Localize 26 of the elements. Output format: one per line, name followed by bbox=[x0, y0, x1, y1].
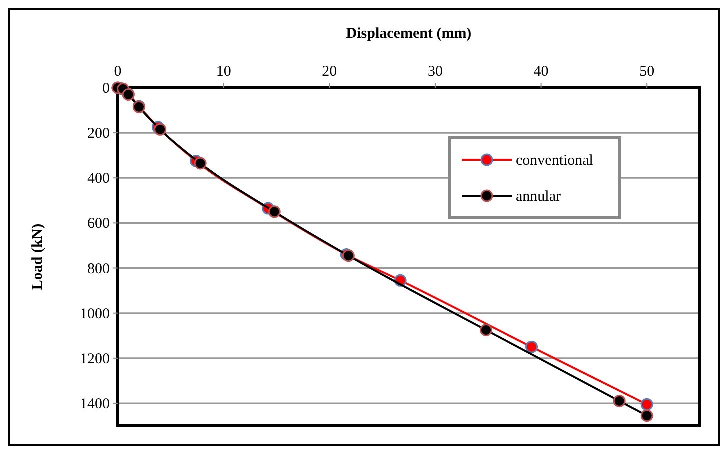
y-tick-label: 1400 bbox=[80, 396, 110, 412]
y-tick-label: 200 bbox=[88, 126, 110, 142]
point bbox=[613, 394, 626, 408]
point bbox=[154, 123, 167, 136]
legend-label: conventional bbox=[516, 153, 594, 169]
y-axis-title: Load (kN) bbox=[30, 224, 46, 290]
point bbox=[640, 410, 654, 422]
x-tick-label: 50 bbox=[640, 64, 655, 80]
point bbox=[268, 206, 281, 218]
legend-label: annular bbox=[516, 189, 561, 205]
y-tick-label: 1200 bbox=[80, 351, 110, 368]
point bbox=[640, 398, 654, 411]
point bbox=[526, 340, 538, 354]
y-tick-label: 400 bbox=[88, 171, 110, 188]
y-tick-label: 800 bbox=[88, 261, 110, 278]
x-tick-label: 10 bbox=[216, 64, 232, 80]
x-tick-label: 30 bbox=[428, 64, 443, 80]
point bbox=[194, 157, 207, 170]
x-tick-label: 0 bbox=[114, 64, 122, 80]
x-axis-title: Displacement (mm) bbox=[346, 26, 472, 42]
x-tick-label: 20 bbox=[322, 64, 338, 80]
x-tick-label: 40 bbox=[534, 64, 549, 80]
y-tick-label: 600 bbox=[88, 216, 110, 232]
y-tick-label: 0 bbox=[102, 81, 110, 97]
point bbox=[480, 324, 492, 336]
y-tick-label: 1000 bbox=[80, 306, 110, 322]
